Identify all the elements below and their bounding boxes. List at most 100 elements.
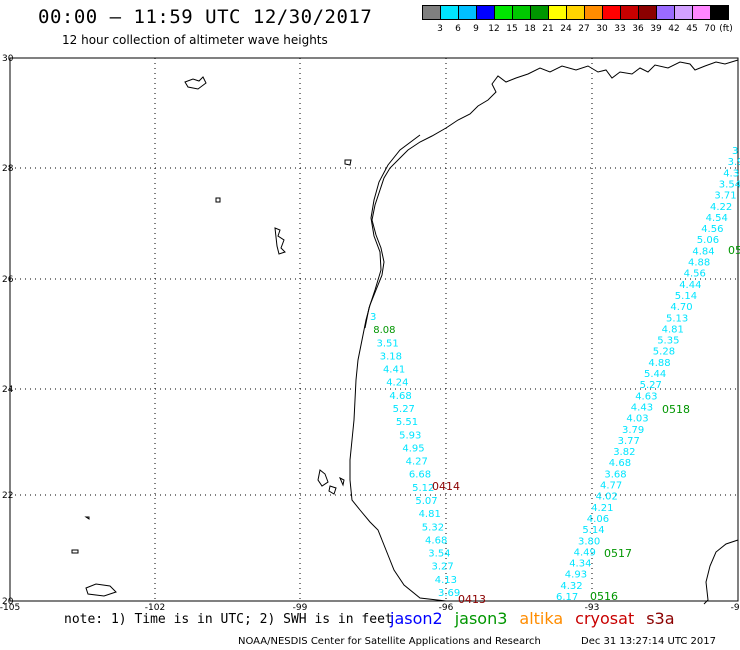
latitude-label: 28: [2, 164, 14, 174]
swh-value: 4.22: [710, 202, 732, 213]
swh-value: 4.77: [600, 481, 622, 492]
colorbar-tick: 6: [455, 24, 461, 34]
swh-value: 4.63: [635, 391, 657, 402]
swh-value: 5.28: [653, 347, 675, 358]
swh-value: 5.27: [640, 380, 662, 391]
colorbar-tick: 15: [506, 24, 518, 34]
swh-value: 3.79: [622, 425, 644, 436]
swh-value: 3.68: [604, 469, 626, 480]
track-time-label: 0518: [662, 403, 690, 416]
footer-credit: NOAA/NESDIS Center for Satellite Applica…: [238, 636, 541, 647]
swh-value: 6.68: [409, 470, 431, 481]
note-text: note: 1) Time is in UTC; 2) SWH is in fe…: [64, 612, 393, 627]
swh-value: 5.93: [399, 430, 421, 441]
track-east: 6.174.324.934.344.493.805.144.064.214.02…: [556, 146, 740, 603]
coastline: [349, 59, 739, 602]
swh-value: 4.88: [648, 358, 670, 369]
swh-value: 5.14: [582, 525, 604, 536]
swh-value: 4.41: [383, 365, 405, 376]
longitude-label: -105: [0, 603, 20, 613]
satellite-altika: altika: [519, 609, 564, 628]
longitude-label: -90: [731, 603, 740, 613]
swh-value: 4.68: [389, 391, 411, 402]
grid: [10, 58, 738, 601]
inland-lake-3: [344, 159, 352, 166]
swh-value: 5.13: [666, 313, 688, 324]
swh-value: 6.17: [556, 592, 578, 603]
swh-value: 3.54: [428, 549, 450, 560]
swh-value: 3.54: [719, 179, 740, 190]
colorbar-tick: 30: [596, 24, 608, 34]
swh-value: 3.18: [380, 351, 402, 362]
colorbar-tick: 36: [632, 24, 644, 34]
swh-value: 4.81: [419, 509, 441, 520]
colorbar-tick: 18: [524, 24, 536, 34]
longitude-label: -99: [293, 603, 308, 613]
swh-value: 4.54: [706, 213, 728, 224]
swh-value: 3.71: [714, 191, 736, 202]
swh-value: 4.70: [670, 302, 692, 313]
satellite-jason2: jason2: [390, 609, 443, 628]
swh-value: 4.95: [402, 443, 424, 454]
inland-lake-2: [274, 227, 286, 255]
swh-value: 4.43: [631, 402, 653, 413]
latitude-label: 20: [2, 597, 14, 607]
inland-lake-4: [317, 469, 345, 495]
satellite-cryosat: cryosat: [575, 609, 635, 628]
swh-value: 4.13: [435, 575, 457, 586]
swh-value: 3.77: [618, 436, 640, 447]
swh-value: 4.44: [679, 280, 701, 291]
swh-value: 4.27: [406, 457, 428, 468]
swh-value: 4.32: [560, 581, 582, 592]
colorbar-tick: 3: [437, 24, 443, 34]
track-time-label: 0413: [458, 593, 486, 606]
track-time-label: 0516: [590, 590, 618, 603]
swh-value: 3: [370, 312, 376, 323]
swh-value: 5.07: [415, 496, 437, 507]
swh-value: 3.51: [376, 338, 398, 349]
latitude-label: 26: [2, 275, 14, 285]
colorbar-unit: (ft): [719, 24, 733, 34]
swh-value: 4.84: [692, 246, 714, 257]
swh-value: 4.93: [565, 570, 587, 581]
page-subtitle: 12 hour collection of altimeter wave hei…: [62, 33, 328, 47]
map-frame: [9, 57, 739, 602]
colorbar-tick: 39: [650, 24, 662, 34]
swh-value: 4.68: [609, 458, 631, 469]
colorbar-tick: 70: [704, 24, 716, 34]
colorbar-tick: 33: [614, 24, 626, 34]
swh-value: 3.27: [432, 562, 454, 573]
latitude-label: 30: [2, 54, 14, 64]
latitude-labels: 30 28 26 24 22 20: [2, 54, 14, 607]
swh-value: 5.44: [644, 369, 666, 380]
swh-value: 5.51: [396, 417, 418, 428]
colorbar-tick: 12: [488, 24, 500, 34]
longitude-label: -93: [585, 603, 600, 613]
track-time-label: 0414: [432, 480, 460, 493]
swh-value: 4.3: [723, 168, 739, 179]
swh-value: 3.69: [438, 588, 460, 599]
track-west: 3 8.08 3.51 3.18 4.41 4.24 4.68 5.27 5.51 5.93 4.9…: [370, 312, 486, 606]
swh-value: 5.12: [412, 483, 434, 494]
swh-value: 4.56: [684, 269, 706, 280]
swh-value: 8.08: [373, 325, 395, 336]
swh-value: 3.9: [728, 157, 740, 168]
small-island: [71, 197, 221, 554]
colorbar-tick: 45: [686, 24, 698, 34]
swh-value: 3: [732, 146, 738, 157]
yucatan-coast: [703, 539, 739, 605]
reef-island: [85, 583, 117, 597]
page-title: 00:00 – 11:59 UTC 12/30/2017: [38, 6, 373, 28]
swh-value: 4.02: [596, 492, 618, 503]
swh-value: 4.56: [701, 224, 723, 235]
swh-value: 4.03: [626, 414, 648, 425]
track-time-label: 05: [728, 244, 740, 257]
longitude-label: -102: [145, 603, 165, 613]
longitude-labels: -105 -102 -99 -96 -93 -90: [0, 603, 740, 613]
swh-value: 5.06: [697, 235, 719, 246]
colorbar-tick: 21: [542, 24, 554, 34]
latitude-label: 24: [2, 385, 14, 395]
swh-value: 4.34: [569, 559, 591, 570]
footer-timestamp: Dec 31 13:27:14 UTC 2017: [581, 636, 716, 647]
